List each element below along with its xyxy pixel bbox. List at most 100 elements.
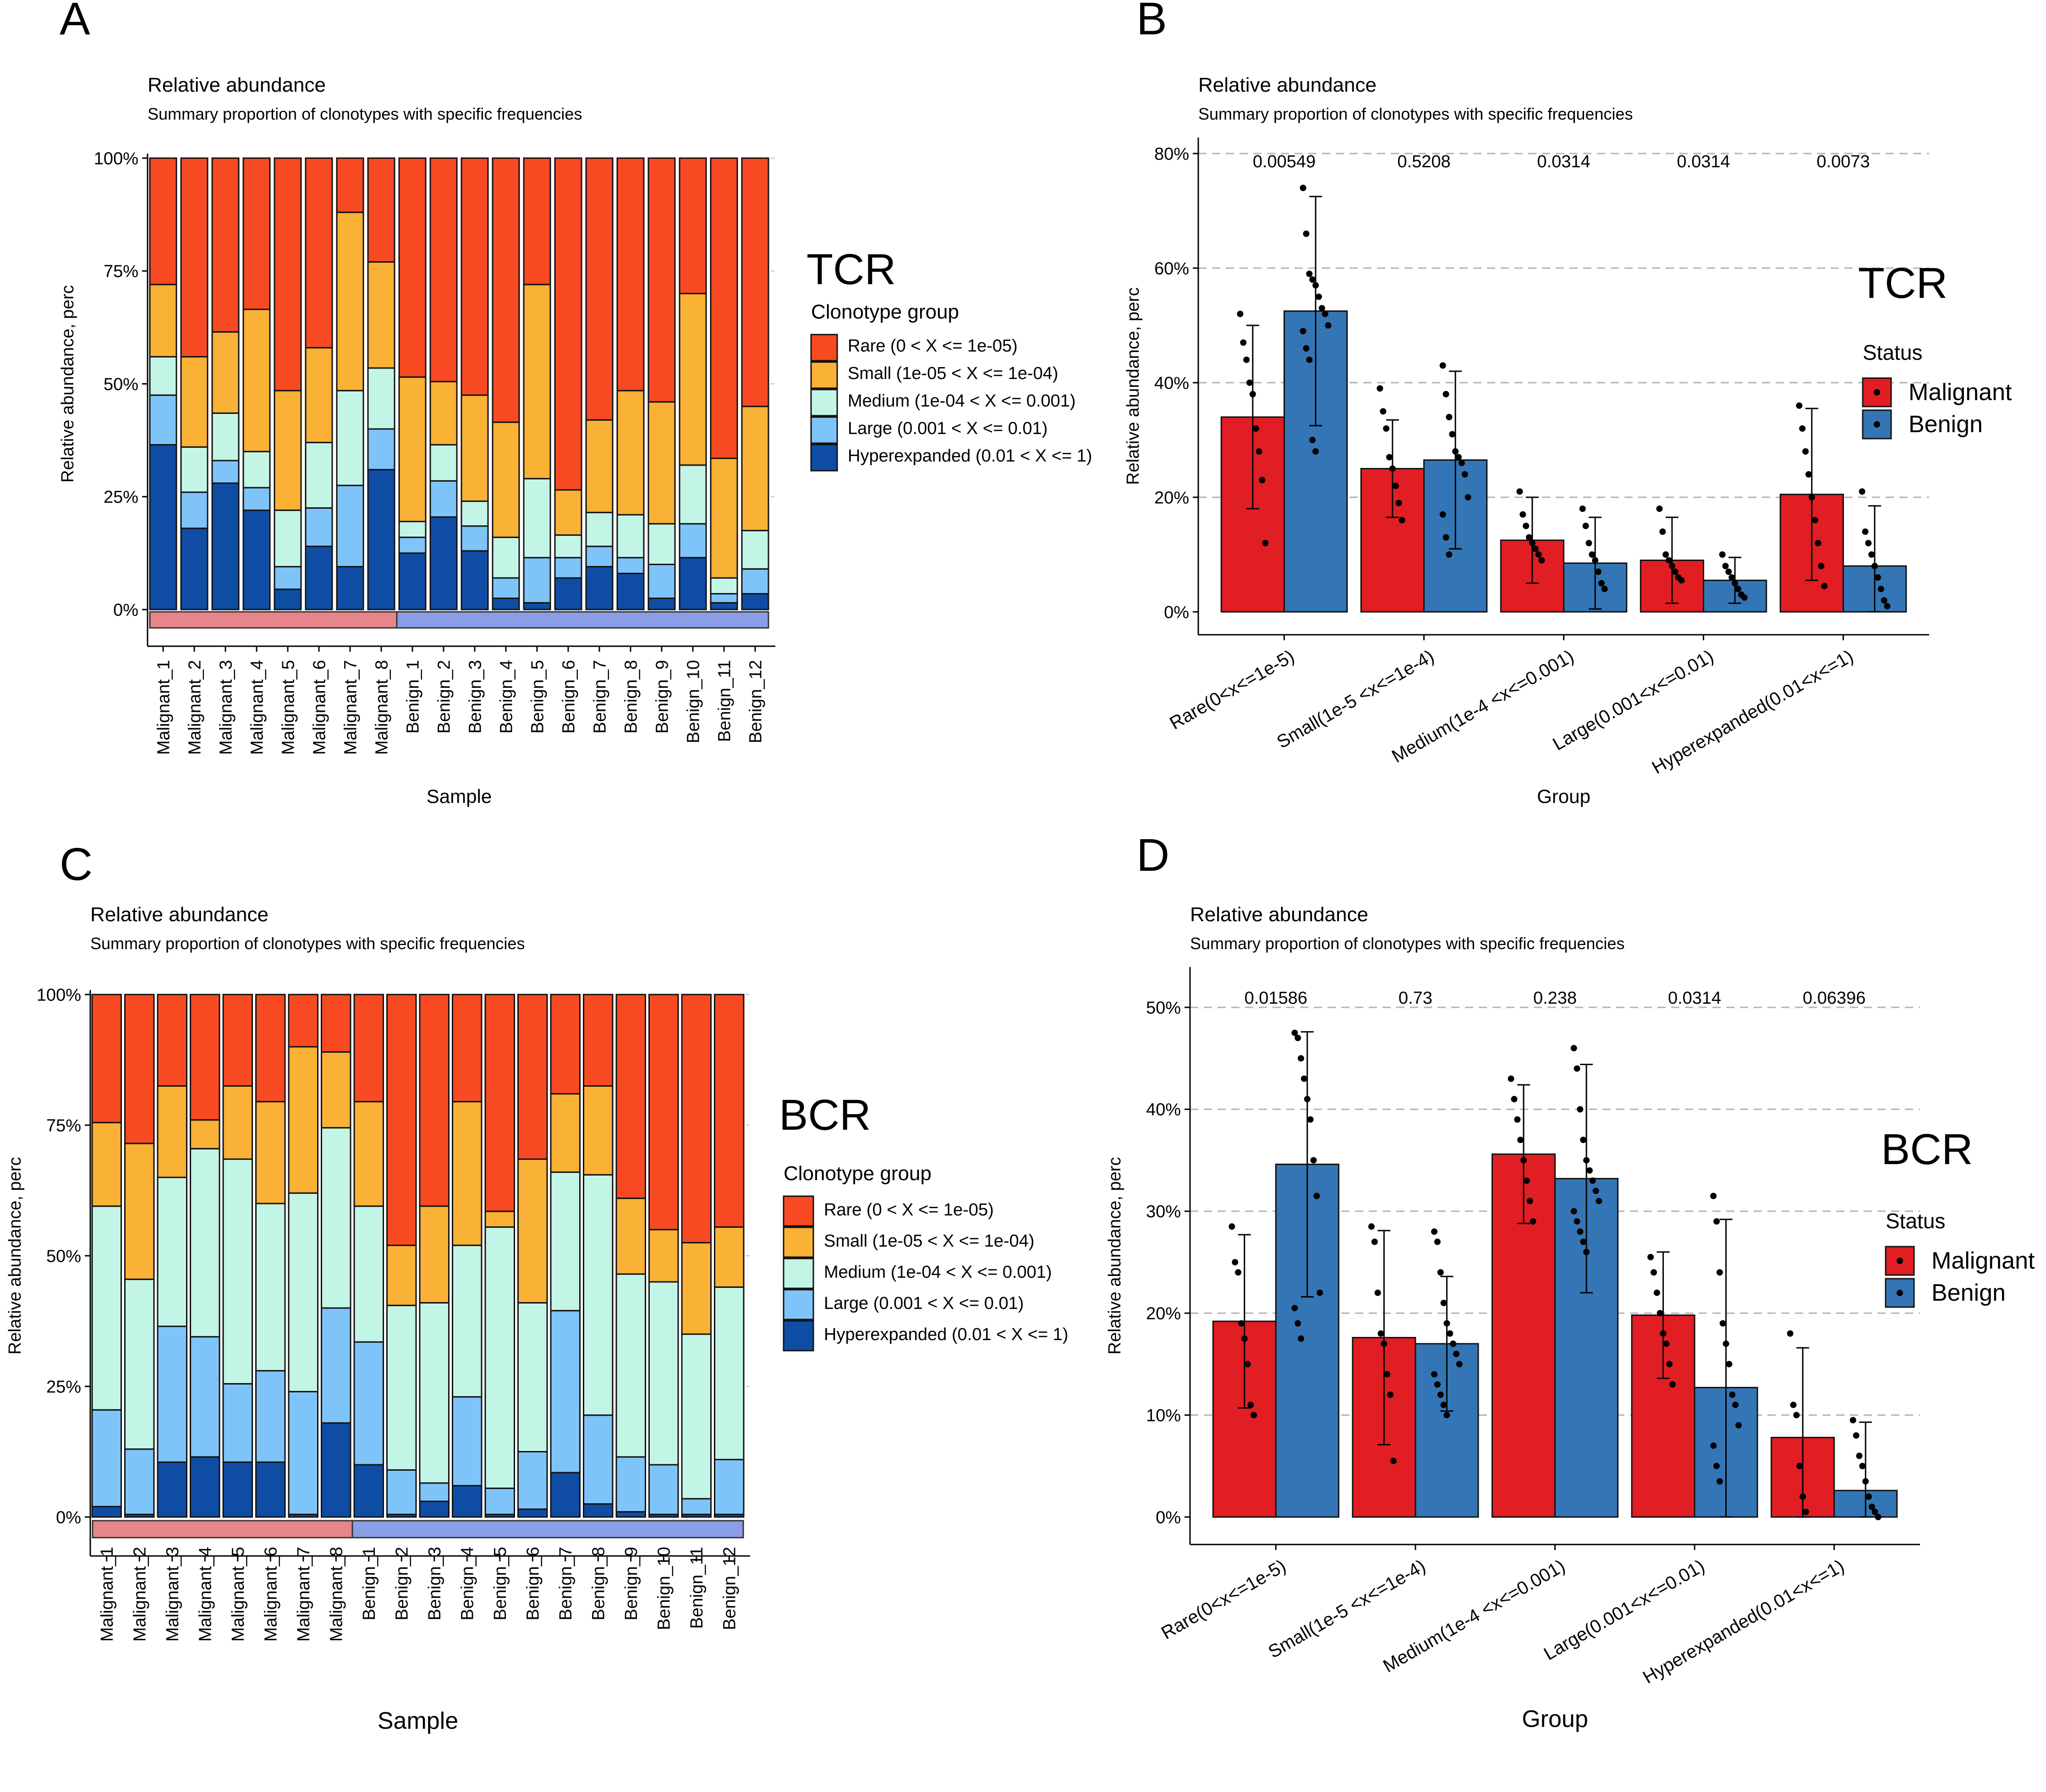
bar-segment-rare	[353, 994, 384, 1103]
status-strip-benign	[396, 611, 769, 629]
bar-segment-medium	[157, 1176, 187, 1327]
data-point	[1291, 1029, 1298, 1036]
bar-segment-small	[386, 1244, 417, 1306]
p-value: 0.73	[1399, 989, 1432, 1008]
legend-label: Rare (0 < X <= 1e-05)	[824, 1200, 994, 1220]
bar-segment-small	[124, 1143, 155, 1280]
bar-segment-medium	[242, 451, 271, 489]
data-point	[1456, 1361, 1463, 1368]
bar-segment-hyperexpanded	[550, 1472, 581, 1518]
data-point	[1811, 517, 1818, 523]
data-point	[1259, 477, 1266, 484]
bar-segment-rare	[585, 157, 614, 421]
data-point	[1666, 1361, 1673, 1368]
x-tick-label: Benign_3	[425, 1547, 444, 1621]
data-point	[1529, 540, 1536, 546]
legend-key-large	[810, 416, 838, 444]
bar-segment-small	[242, 308, 271, 452]
bar-segment-small	[255, 1101, 286, 1204]
bar-segment-medium	[353, 1205, 384, 1343]
bar-segment-rare	[180, 157, 208, 357]
bar-segment-rare	[305, 157, 333, 349]
data-point	[1371, 1238, 1378, 1245]
data-point	[1659, 528, 1666, 535]
x-tick-label: Benign_12	[720, 1547, 740, 1630]
bar-segment-hyperexpanded	[180, 528, 208, 610]
bar-segment-rare	[91, 994, 122, 1123]
data-point	[1574, 1065, 1580, 1072]
data-point	[1732, 580, 1739, 587]
data-point	[1734, 586, 1741, 592]
bar-segment-medium	[190, 1148, 220, 1338]
data-point	[1256, 448, 1262, 455]
data-point	[1452, 448, 1459, 455]
chart-subtitle: Summary proportion of clonotypes with sp…	[1190, 934, 1624, 953]
bar-segment-hyperexpanded	[583, 1503, 614, 1518]
legend-key-rare	[783, 1195, 814, 1227]
bar-segment-medium	[91, 1205, 122, 1411]
x-tick-label: Benign_10	[655, 1547, 674, 1630]
bar-segment-hyperexpanded	[211, 482, 240, 610]
data-point	[1520, 1157, 1527, 1164]
bar-segment-medium	[321, 1127, 351, 1309]
x-tick-label: Malignant_2	[185, 660, 204, 755]
x-tick-label: Malignant_3	[163, 1547, 182, 1642]
bar-segment-medium	[523, 478, 551, 559]
data-point	[1395, 500, 1402, 506]
bar-segment-hyperexpanded	[492, 597, 520, 610]
bar-segment-small	[452, 1101, 483, 1246]
data-point	[1523, 522, 1530, 529]
data-point	[1303, 231, 1310, 237]
data-point	[1237, 311, 1244, 317]
data-point	[1815, 540, 1821, 546]
x-tick-label: Malignant_1	[154, 660, 173, 755]
bar-segment-medium	[554, 534, 582, 559]
bar-segment-large	[517, 1451, 548, 1510]
data-point	[1453, 1351, 1459, 1358]
data-point	[1449, 431, 1456, 438]
data-point	[1862, 1478, 1869, 1485]
bar-segment-large	[124, 1448, 155, 1515]
data-point	[1719, 1320, 1726, 1327]
bar-segment-medium	[492, 536, 520, 579]
bar-segment-rare	[222, 994, 253, 1087]
y-axis-title: Relative abundance, perc	[1124, 287, 1143, 485]
legend-label: Benign	[1909, 411, 1983, 438]
data-point	[1793, 1412, 1800, 1418]
bar-segment-large	[583, 1414, 614, 1505]
legend-label: Large (0.001 < X <= 0.01)	[824, 1294, 1024, 1313]
data-point	[1713, 1218, 1720, 1225]
data-point	[1380, 408, 1387, 415]
receptor-label: BCR	[779, 1091, 871, 1139]
bar-segment-large	[305, 507, 333, 547]
bar-segment-hyperexpanded	[615, 1511, 646, 1518]
bar-segment-small	[741, 406, 769, 532]
bar-segment-medium	[274, 509, 302, 567]
bar-segment-medium	[583, 1174, 614, 1416]
x-tick-label: Benign_11	[715, 660, 734, 742]
bar-segment-rare	[484, 994, 515, 1212]
y-tick-label: 40%	[1154, 374, 1189, 393]
data-point	[1716, 1478, 1723, 1485]
data-point	[1577, 1228, 1584, 1235]
data-point	[1672, 568, 1678, 575]
data-point	[1796, 402, 1803, 409]
bar-segment-large	[554, 557, 582, 579]
bar-segment-rare	[710, 157, 738, 459]
bar-segment-small	[353, 1101, 384, 1207]
bar-segment-large	[274, 566, 302, 590]
bar-segment-medium	[484, 1226, 515, 1489]
x-tick-label: Benign_5	[528, 660, 547, 734]
data-point	[1868, 551, 1875, 558]
bar-segment-rare	[679, 157, 707, 294]
data-point	[1443, 391, 1449, 397]
data-point	[1235, 1269, 1242, 1276]
p-value: 0.0314	[1677, 152, 1730, 171]
data-point	[1431, 1371, 1438, 1378]
data-point	[1716, 1269, 1723, 1276]
x-tick-label: Benign_9	[622, 1547, 641, 1621]
x-tick-label: Malignant_1	[98, 1547, 117, 1642]
data-point	[1300, 328, 1306, 335]
panel-c-stacked-bar-chart: Relative abundance Summary proportion of …	[5, 903, 1068, 1734]
data-point	[1875, 1514, 1881, 1520]
